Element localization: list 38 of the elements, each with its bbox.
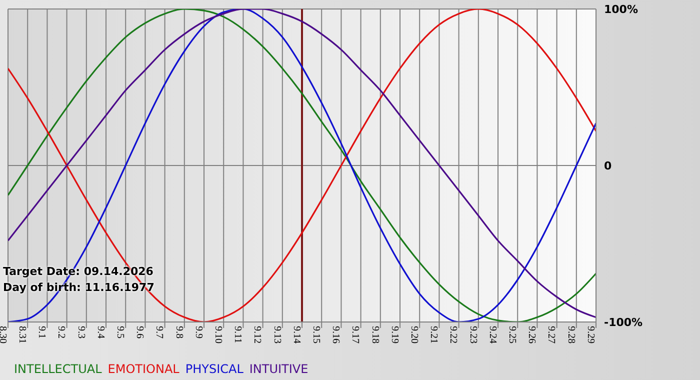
x-tick-label: 9.26	[526, 326, 538, 344]
y-tick-label: 0	[604, 159, 612, 172]
x-tick-label: 9.24	[486, 326, 498, 344]
x-tick-label: 9.10	[212, 326, 224, 344]
x-tick-label: 9.5	[114, 326, 126, 338]
x-tick-label: 9.13	[271, 326, 282, 344]
x-tick-label: 8.30	[0, 326, 8, 344]
x-tick-label: 9.11	[232, 326, 244, 344]
x-tick-label: 9.17	[350, 326, 361, 344]
x-tick-label: 9.6	[134, 326, 146, 338]
x-tick-label: 9.21	[428, 326, 440, 344]
text: INTUITIVE	[249, 362, 308, 376]
text: EMOTIONAL	[108, 362, 180, 376]
x-tick-label: 9.14	[290, 326, 302, 344]
x-tick-label: 9.29	[584, 326, 596, 344]
x-tick-label: 9.23	[467, 326, 478, 344]
x-tick-label: 9.8	[173, 326, 184, 338]
x-tick-label: 9.22	[448, 326, 459, 344]
y-tick-label: 100%	[604, 2, 638, 16]
x-tick-label: 9.28	[565, 326, 576, 344]
text: INTELLECTUAL	[14, 362, 102, 376]
text: PHYSICAL	[185, 362, 244, 376]
x-tick-label: 9.12	[252, 326, 263, 344]
x-tick-label: 9.1	[36, 326, 48, 338]
x-tick-label: 9.7	[154, 326, 165, 338]
x-tick-label: 9.18	[369, 326, 380, 344]
x-tick-label: 9.16	[330, 326, 342, 344]
x-tick-label: 9.2	[56, 326, 67, 338]
x-tick-label: 8.31	[16, 326, 28, 344]
x-tick-label: 9.19	[388, 326, 400, 344]
x-tick-label: 9.3	[75, 326, 86, 338]
x-tick-label: 9.15	[310, 326, 322, 344]
x-tick-label: 9.20	[408, 326, 420, 344]
x-tick-label: 9.25	[506, 326, 518, 344]
x-tick-label: 9.4	[94, 326, 106, 338]
x-tick-label: 9.9	[192, 326, 204, 338]
y-tick-label: -100%	[604, 316, 643, 329]
x-tick-label: 9.27	[546, 326, 557, 344]
